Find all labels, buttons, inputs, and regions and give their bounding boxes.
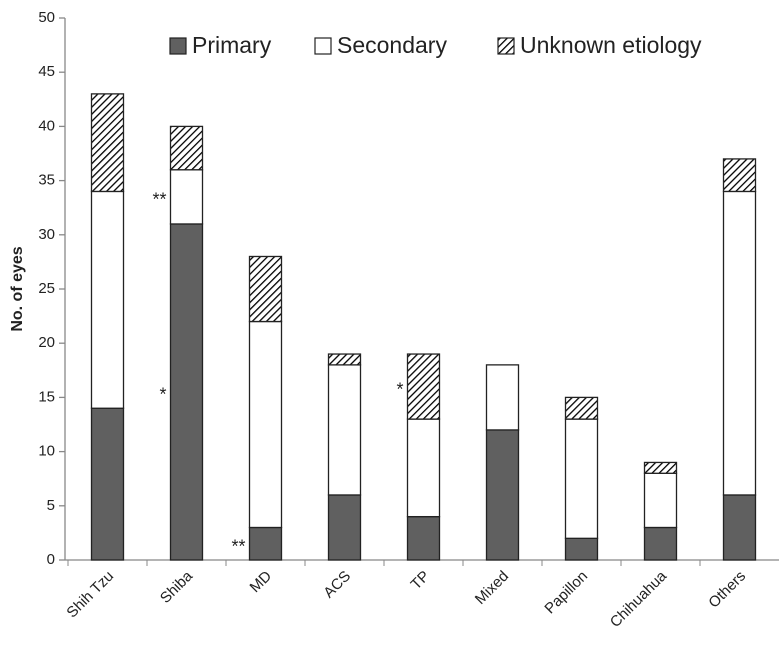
bar-segment [643,526,678,561]
bar-segment [169,125,204,171]
x-tick-label: ACS [320,568,354,602]
bar-segment [169,169,204,225]
bar-segment [406,353,441,420]
y-tick-label: 35 [38,172,55,189]
y-tick-label: 20 [38,334,55,351]
y-tick-label: 5 [47,497,55,514]
bar-segment [485,364,520,431]
bar-segment [327,353,362,366]
bar-segment [248,526,283,561]
x-tick-label: MD [247,567,276,596]
legend-label: Secondary [337,32,447,58]
bar-segment [169,223,204,561]
y-axis-label: No. of eyes [9,246,26,331]
x-tick-label: Chihuahua [607,567,671,631]
y-tick-label: 45 [38,63,55,80]
bar-segment [248,320,283,529]
bar-segment [90,93,125,193]
y-tick-label: 25 [38,280,55,297]
legend-label: Unknown etiology [520,32,702,58]
legend-swatch [314,37,332,55]
legend-label: Primary [192,32,272,58]
x-tick-label: TP [408,568,434,594]
y-tick-label: 40 [38,117,55,134]
bar-segment [564,418,599,539]
bar-segment [90,407,125,561]
bar-segment [406,515,441,561]
x-tick-label: Papillon [541,568,591,618]
legend-swatch [497,37,515,55]
legend-swatch [169,37,187,55]
y-tick-label: 15 [38,388,55,405]
bar-segment [722,190,757,496]
x-tick-label: Shiba [157,567,197,607]
annotation: * [396,379,403,399]
bar-segment [722,494,757,561]
bar-segment [643,461,678,474]
y-tick-label: 50 [38,9,55,26]
annotation: ** [231,536,245,556]
annotation: * [159,385,166,405]
y-tick-label: 0 [47,551,55,568]
bar-segment [248,255,283,323]
bar-segment [722,158,757,193]
annotation: ** [152,190,166,210]
bar-segment [90,190,125,409]
bar-segment [327,494,362,561]
bar-segment [327,364,362,496]
bar-segment [485,429,520,561]
bar-segment [564,396,599,420]
bar-segment [406,418,441,518]
x-tick-label: Others [705,568,749,612]
y-tick-label: 10 [38,443,55,460]
x-tick-label: Shih Tzu [63,568,117,622]
x-tick-label: Mixed [472,568,512,608]
y-tick-label: 30 [38,226,55,243]
bar-segment [643,472,678,529]
bar-segment [564,537,599,561]
